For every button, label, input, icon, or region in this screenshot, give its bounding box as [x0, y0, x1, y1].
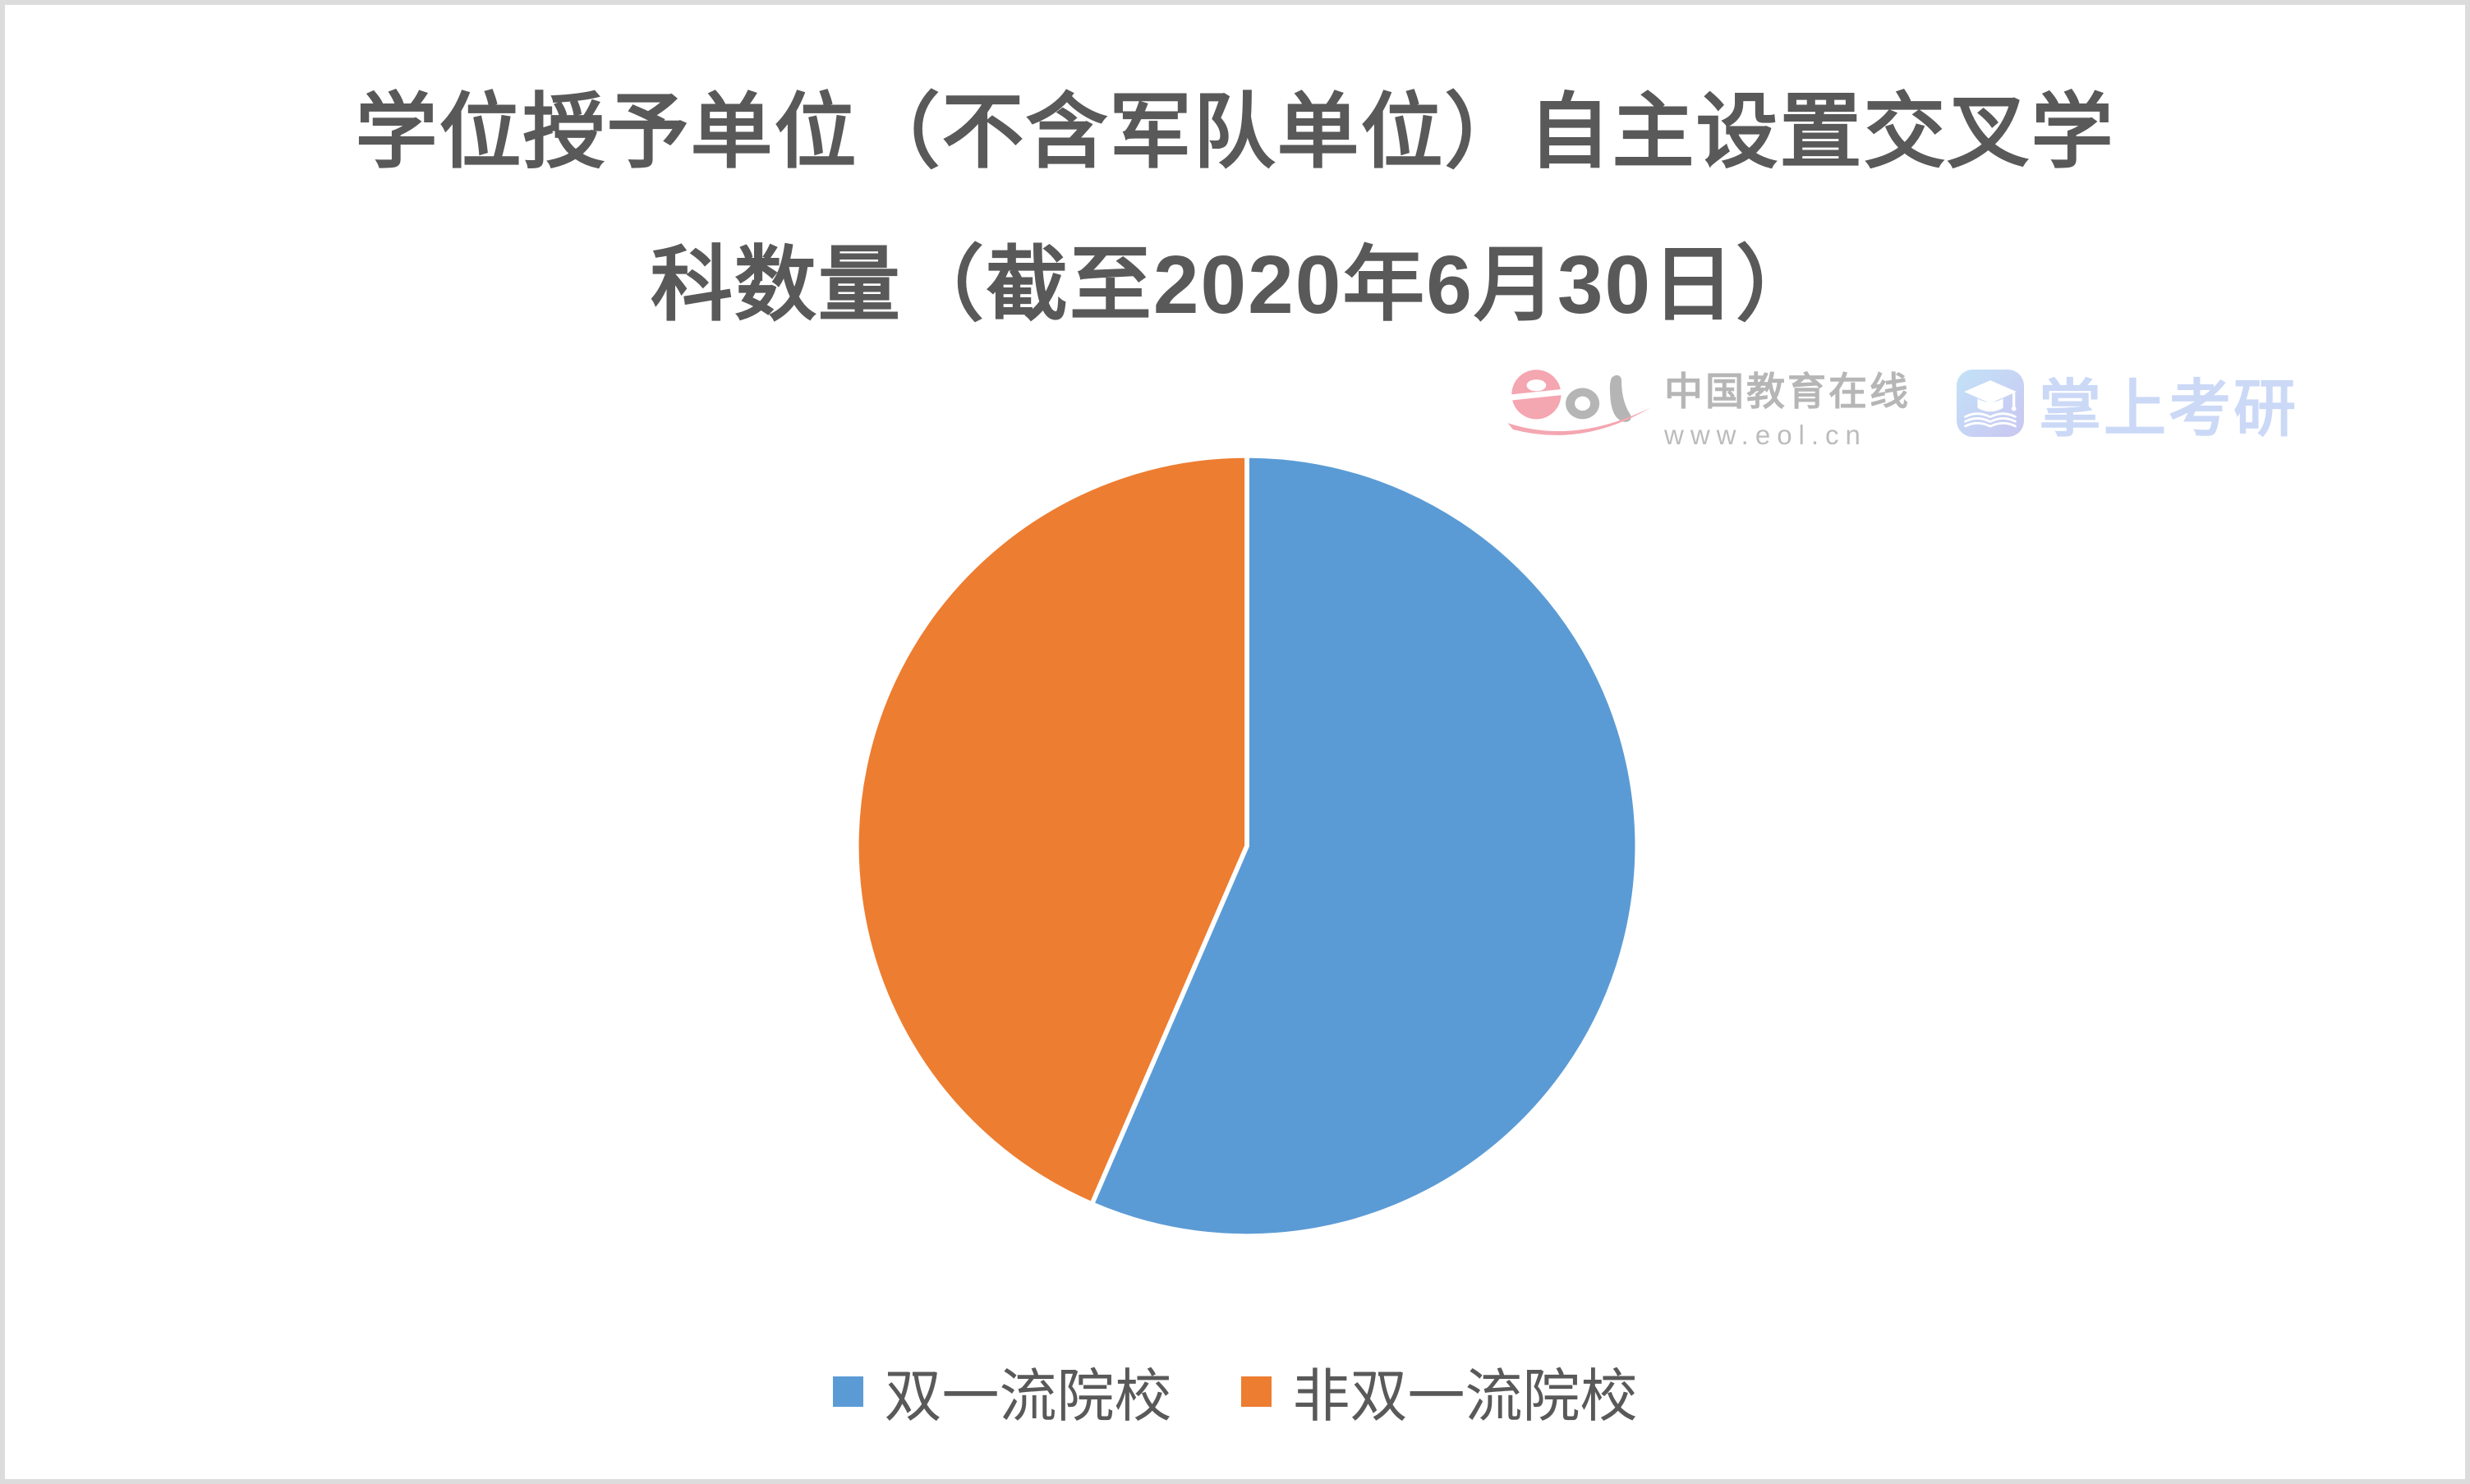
- zhangshang-kaoyan-logo: 掌上考研: [1957, 358, 2298, 448]
- legend: 双一流院校 非双一流院校: [5, 1350, 2465, 1433]
- eol-text-block: 中国教育在线 www.eol.cn: [1664, 360, 1911, 451]
- eol-mark-icon: [1507, 370, 1651, 435]
- legend-swatch-orange: [1240, 1376, 1272, 1407]
- legend-swatch-blue: [832, 1376, 863, 1407]
- eol-url-text: www.eol.cn: [1664, 420, 1867, 450]
- chart-title-line-1: 学位授予单位（不含军队单位）自主设置交叉学: [355, 86, 2115, 178]
- pie-slice-1: [853, 453, 1249, 1207]
- legend-item-shuangyiliu: 双一流院校: [832, 1350, 1172, 1433]
- legend-item-feishuangyiliu: 非双一流院校: [1240, 1350, 1638, 1433]
- pie-chart: [853, 453, 1640, 1239]
- chart-title: 学位授予单位（不含军队单位）自主设置交叉学 科数量（截至2020年6月30日）: [5, 56, 2465, 361]
- eol-logo: 中国教育在线 www.eol.cn: [1506, 353, 1911, 451]
- eol-brand-text: 中国教育在线: [1664, 370, 1911, 413]
- chart-title-line-2: 科数量（截至2020年6月30日）: [650, 239, 1820, 331]
- pie-slice-0: [1089, 453, 1640, 1239]
- watermark-row: 中国教育在线 www.eol.cn: [1506, 353, 2298, 451]
- graduation-cap-icon: [1957, 370, 2024, 437]
- legend-label-shuangyiliu: 双一流院校: [884, 1364, 1172, 1428]
- legend-label-feishuangyiliu: 非双一流院校: [1292, 1364, 1638, 1428]
- kaoyan-brand-text: 掌上考研: [2039, 374, 2298, 444]
